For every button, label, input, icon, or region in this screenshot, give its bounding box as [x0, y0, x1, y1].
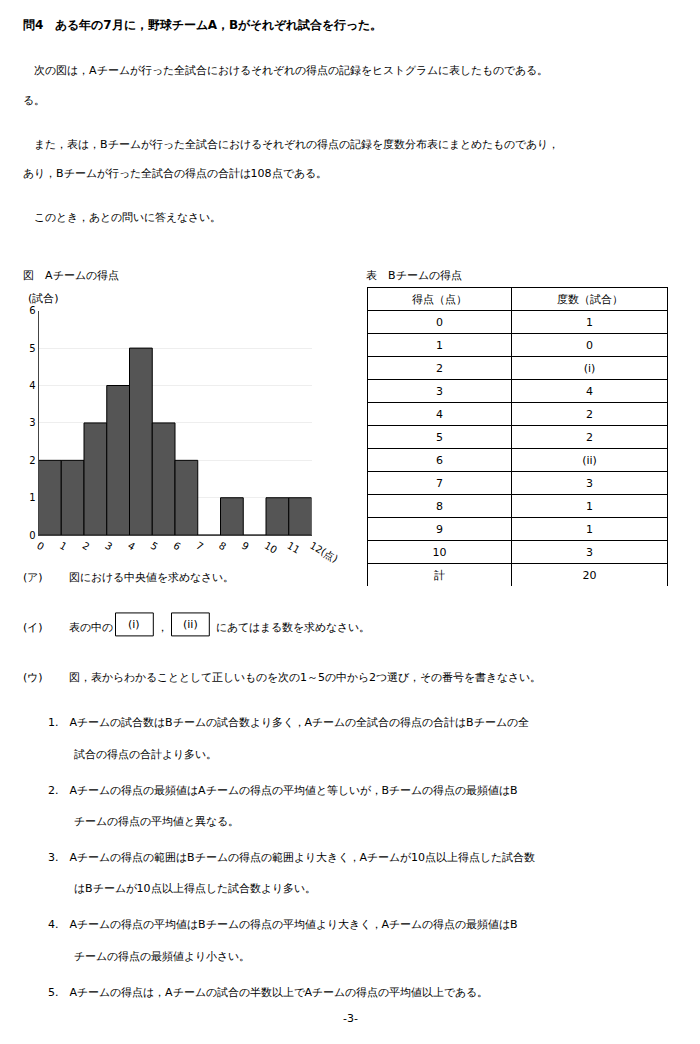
svg-text:4. Aチームの得点の平均値はBチームの得点の平均値より大き: 4. Aチームの得点の平均値はBチームの得点の平均値より大きく，Aチームの得点の…: [48, 918, 518, 931]
svg-text:1: 1: [586, 523, 593, 536]
svg-text:(試合): (試合): [28, 292, 59, 305]
svg-text:図，表からわかることとして正しいものを次の1～5の中から2つ: 図，表からわかることとして正しいものを次の1～5の中から2つ選び，その番号を書き…: [69, 671, 541, 684]
svg-text:3: 3: [586, 546, 593, 559]
svg-text:5: 5: [29, 343, 35, 354]
svg-text:1: 1: [586, 500, 593, 513]
svg-text:11: 11: [285, 540, 302, 556]
svg-text:(ii): (ii): [183, 618, 198, 631]
svg-text:次の図は，Aチームが行った全試合におけるそれぞれの得点の記録: 次の図は，Aチームが行った全試合におけるそれぞれの得点の記録をヒストグラムに表し…: [23, 64, 548, 77]
svg-text:る。: る。: [23, 94, 45, 107]
svg-text:12(点): 12(点): [308, 540, 340, 565]
svg-text:2. Aチームの得点の最頻値はAチームの得点の平均値と等しい: 2. Aチームの得点の最頻値はAチームの得点の平均値と等しいが，Bチームの得点の…: [48, 784, 518, 797]
svg-text:計: 計: [434, 569, 445, 582]
svg-text:5. Aチームの得点は，Aチームの試合の半数以上でAチームの: 5. Aチームの得点は，Aチームの試合の半数以上でAチームの得点の平均値以上であ…: [48, 986, 488, 999]
svg-text:図における中央値を求めなさい。: 図における中央値を求めなさい。: [69, 571, 234, 584]
svg-text:(ii): (ii): [582, 454, 597, 467]
svg-text:表の中の: 表の中の: [69, 621, 113, 634]
svg-text:試合の得点の合計より多い。: 試合の得点の合計より多い。: [63, 748, 217, 761]
svg-text:0: 0: [29, 530, 35, 541]
svg-text:6: 6: [436, 454, 443, 467]
svg-text:(ウ): (ウ): [23, 671, 43, 684]
svg-text:チームの得点の平均値と異なる。: チームの得点の平均値と異なる。: [63, 815, 239, 828]
svg-text:8: 8: [217, 540, 228, 553]
svg-text:0: 0: [35, 540, 46, 553]
svg-text:4: 4: [126, 540, 137, 553]
svg-text:4: 4: [29, 380, 35, 391]
svg-text:にあてはまる数を求めなさい。: にあてはまる数を求めなさい。: [216, 621, 370, 634]
svg-text:1: 1: [58, 540, 69, 553]
svg-text:3: 3: [29, 417, 35, 428]
svg-text:チームの得点の最頻値より小さい。: チームの得点の最頻値より小さい。: [63, 950, 250, 963]
svg-text:3: 3: [103, 540, 114, 553]
svg-text:問4 ある年の7月に，野球チームA，Bがそれぞれ試合を行った: 問4 ある年の7月に，野球チームA，Bがそれぞれ試合を行った。: [23, 18, 382, 32]
svg-text:8: 8: [436, 500, 443, 513]
svg-text:3: 3: [436, 385, 443, 398]
svg-text:9: 9: [436, 523, 443, 536]
svg-text:(イ): (イ): [23, 621, 43, 634]
svg-text:7: 7: [436, 477, 443, 490]
svg-text:3. Aチームの得点の範囲はBチームの得点の範囲より大きく，: 3. Aチームの得点の範囲はBチームの得点の範囲より大きく，Aチームが10点以上…: [48, 851, 535, 864]
svg-text:3: 3: [586, 477, 593, 490]
svg-text:4: 4: [436, 408, 443, 421]
svg-text:6: 6: [172, 540, 183, 553]
svg-text:1: 1: [436, 339, 443, 352]
svg-text:2: 2: [29, 455, 35, 466]
svg-text:5: 5: [436, 431, 443, 444]
svg-text:2: 2: [81, 540, 92, 553]
svg-text:20: 20: [583, 569, 597, 582]
svg-text:(i): (i): [128, 618, 140, 631]
svg-text:-3-: -3-: [343, 1012, 358, 1025]
svg-text:(i): (i): [584, 362, 596, 375]
svg-text:4: 4: [586, 385, 593, 398]
svg-text:10: 10: [433, 546, 447, 559]
svg-text:5: 5: [149, 540, 160, 553]
svg-text:このとき，あとの問いに答えなさい。: このとき，あとの問いに答えなさい。: [23, 211, 221, 224]
svg-text:1: 1: [29, 492, 35, 503]
svg-text:0: 0: [586, 339, 593, 352]
svg-text:また，表は，Bチームが行った全試合におけるそれぞれの得点の記: また，表は，Bチームが行った全試合におけるそれぞれの得点の記録を度数分布表にまと…: [23, 138, 559, 151]
svg-text:(ア): (ア): [23, 571, 43, 584]
svg-text:1. Aチームの試合数はBチームの試合数より多く，Aチームの: 1. Aチームの試合数はBチームの試合数より多く，Aチームの全試合の得点の合計は…: [48, 716, 529, 729]
svg-text:図 Aチームの得点: 図 Aチームの得点: [23, 269, 119, 282]
svg-text:2: 2: [586, 408, 593, 421]
svg-text:あり，Bチームが行った全試合の得点の合計は108点である。: あり，Bチームが行った全試合の得点の合計は108点である。: [23, 167, 327, 180]
svg-text:2: 2: [586, 431, 593, 444]
svg-text:得点（点）: 得点（点）: [412, 293, 467, 306]
svg-text:，: ，: [157, 621, 168, 634]
svg-text:度数（試合）: 度数（試合）: [557, 293, 623, 306]
svg-text:1: 1: [586, 316, 593, 329]
svg-text:0: 0: [436, 316, 443, 329]
svg-text:はBチームが10点以上得点した試合数より多い。: はBチームが10点以上得点した試合数より多い。: [63, 882, 316, 895]
svg-text:6: 6: [29, 305, 35, 316]
svg-text:表 Bチームの得点: 表 Bチームの得点: [366, 269, 462, 282]
svg-text:2: 2: [436, 362, 443, 375]
svg-text:10: 10: [263, 540, 280, 556]
svg-text:9: 9: [240, 540, 251, 553]
svg-text:7: 7: [194, 540, 205, 553]
